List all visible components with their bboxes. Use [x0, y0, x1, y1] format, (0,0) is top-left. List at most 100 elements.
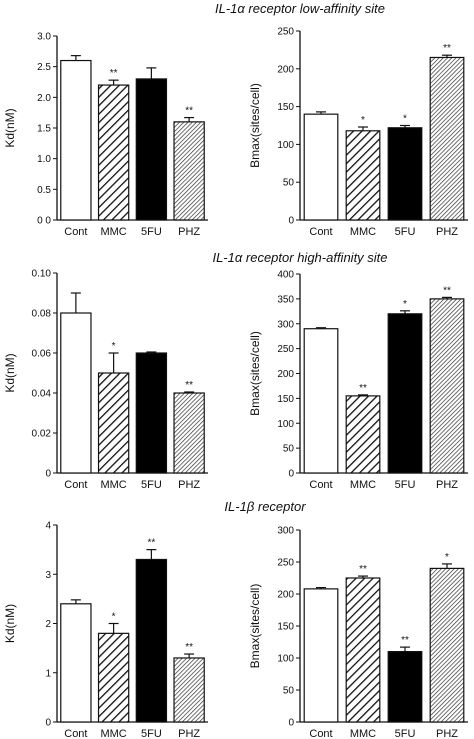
significance-marker: *	[112, 341, 116, 352]
y-tick-label: 50	[283, 444, 295, 455]
category-label: 5FU	[395, 728, 416, 739]
category-label: PHZ	[178, 728, 200, 739]
panel-4: 0 1 2 3 4 Kd(nM) Cont * MMC ** 5FU ** PHZ	[3, 521, 208, 739]
bar-phz	[173, 392, 205, 474]
category-label: PHZ	[178, 226, 200, 238]
significance-marker: **	[110, 68, 118, 79]
category-label: MMC	[350, 479, 376, 491]
bar-phz	[429, 567, 465, 723]
y-axis-label: Kd(nM)	[3, 108, 17, 147]
y-tick-label: 350	[277, 294, 294, 305]
y-tick-label: 0.04	[32, 389, 52, 400]
y-axis-label: Kd(nM)	[3, 604, 17, 643]
bar-5fu	[135, 352, 168, 474]
y-axis-label: Bmax(sites/cell)	[248, 331, 262, 416]
bar-mmc	[345, 577, 381, 723]
category-label: MMC	[350, 226, 376, 238]
section-title-high-affinity: IL-1α receptor high-affinity site	[212, 250, 387, 265]
bar-mmc	[97, 372, 130, 474]
bar-phz	[173, 657, 205, 723]
bar-cont	[60, 603, 92, 723]
bar-mmc	[97, 84, 130, 221]
bar-5fu	[387, 650, 423, 723]
category-label: 5FU	[395, 479, 416, 491]
bar-cont	[60, 312, 92, 474]
panel-1: 0 50 100 150 200 250 Bmax(sites/cell) Cont * MMC *…	[248, 27, 468, 238]
category-label: 5FU	[395, 226, 416, 238]
category-label: MMC	[100, 728, 126, 739]
y-tick-label: 150	[277, 102, 294, 113]
category-label: 5FU	[141, 226, 162, 238]
category-label: MMC	[100, 226, 126, 238]
y-tick-label: 0	[45, 718, 51, 729]
significance-marker: **	[401, 635, 409, 646]
y-tick-label: 1	[45, 668, 51, 679]
panel-5: 050100150200250300Bmax(sites/cell)Cont**…	[248, 526, 468, 739]
significance-marker: **	[443, 43, 451, 54]
category-label: Cont	[64, 479, 87, 491]
y-tick-label: 250	[277, 558, 294, 569]
y-tick-label: 0	[288, 216, 294, 227]
significance-marker: **	[185, 642, 193, 653]
y-tick-label: 0 0	[37, 216, 51, 227]
y-tick-label: 150	[277, 622, 294, 633]
panel-2: 0 0.02 0.04 0.06 0.08 0.10 Kd(nM) Cont * MMC 5FU **…	[3, 269, 208, 491]
bar-cont	[303, 113, 339, 221]
significance-marker: **	[359, 383, 367, 394]
significance-marker: *	[445, 552, 449, 563]
significance-marker: **	[359, 564, 367, 575]
category-label: PHZ	[436, 226, 458, 238]
y-tick-label: 3	[45, 570, 51, 581]
category-label: Cont	[64, 226, 87, 238]
bar-mmc	[345, 395, 381, 474]
panel-0: 0 0 0.5 1.0 1.5 2.0 2.5 3.0 Kd(nM) Cont ** MMC 5FU *…	[3, 32, 208, 238]
y-tick-label: 0.5	[37, 185, 51, 196]
category-label: PHZ	[436, 479, 458, 491]
y-tick-label: 0.08	[32, 309, 52, 320]
y-tick-label: 200	[277, 369, 294, 380]
category-label: Cont	[309, 479, 332, 491]
y-tick-label: 250	[277, 344, 294, 355]
y-tick-label: 4	[45, 521, 51, 532]
y-axis-label: Bmax(sites/cell)	[248, 584, 262, 669]
category-label: PHZ	[178, 479, 200, 491]
y-tick-label: 0	[288, 718, 294, 729]
bar-phz	[429, 298, 465, 474]
significance-marker: **	[185, 106, 193, 117]
y-tick-label: 0.02	[32, 429, 52, 440]
y-axis-label: Kd(nM)	[3, 353, 17, 392]
category-label: 5FU	[141, 728, 162, 739]
y-tick-label: 300	[277, 319, 294, 330]
y-tick-label: 100	[277, 419, 294, 430]
y-tick-label: 2.0	[37, 93, 51, 104]
y-tick-label: 150	[277, 394, 294, 405]
y-tick-label: 0	[288, 469, 294, 480]
bar-cont	[60, 59, 92, 221]
bar-5fu	[135, 78, 168, 221]
category-label: PHZ	[436, 728, 458, 739]
bar-mmc	[345, 130, 381, 221]
y-tick-label: 3.0	[37, 32, 51, 43]
bar-cont	[303, 328, 339, 474]
category-label: MMC	[350, 728, 376, 739]
significance-marker: **	[443, 285, 451, 296]
y-tick-label: 50	[283, 686, 295, 697]
category-label: MMC	[100, 479, 126, 491]
y-tick-label: 100	[277, 140, 294, 151]
significance-marker: *	[361, 115, 365, 126]
y-tick-label: 2.5	[37, 62, 51, 73]
significance-marker: *	[112, 612, 116, 623]
y-tick-label: 200	[277, 590, 294, 601]
y-tick-label: 1.5	[37, 124, 51, 135]
category-label: 5FU	[141, 479, 162, 491]
y-tick-label: 50	[283, 178, 295, 189]
y-tick-label: 400	[277, 270, 294, 281]
y-tick-label: 200	[277, 64, 294, 75]
category-label: Cont	[309, 728, 332, 739]
category-label: Cont	[64, 728, 87, 739]
bar-5fu	[135, 558, 168, 723]
section-title-il1beta: IL-1β receptor	[224, 499, 306, 514]
significance-marker: *	[403, 114, 407, 125]
y-tick-label: 0.06	[32, 349, 52, 360]
bar-mmc	[97, 632, 130, 723]
